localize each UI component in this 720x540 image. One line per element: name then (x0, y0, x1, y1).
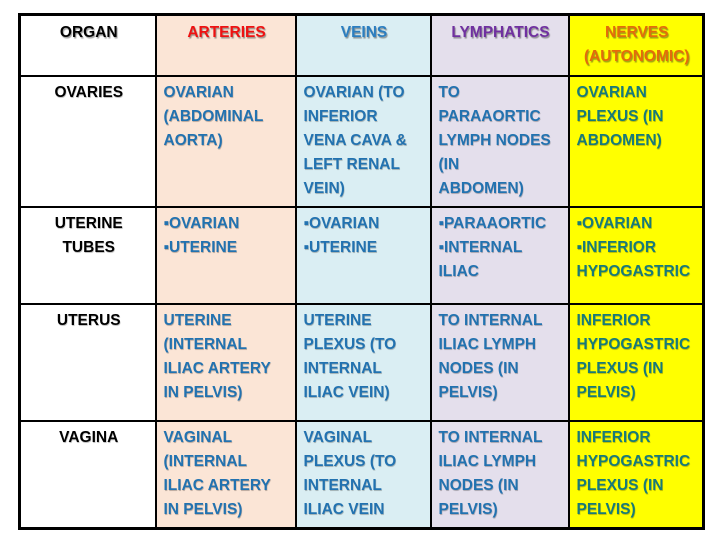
cell-uterine-tubes-lymphatics: ▪PARAAORTIC ▪INTERNAL ILIAC (429, 205, 570, 305)
cell-ovaries-veins: OVARIAN (TO INFERIOR VENA CAVA & LEFT RE… (294, 74, 432, 208)
header-cell-lymphatics: LYMPHATICS (429, 13, 570, 77)
header-row: ORGAN ARTERIES VEINS LYMPHATICS NERVES (… (18, 13, 705, 77)
table-row: OVARIES OVARIAN (ABDOMINAL AORTA) OVARIA… (18, 74, 705, 208)
cell-ovaries-nerves: OVARIAN PLEXUS (IN ABDOMEN) (567, 74, 705, 208)
cell-ovaries-arteries: OVARIAN (ABDOMINAL AORTA) (154, 74, 297, 208)
header-cell-nerves: NERVES (AUTONOMIC) (567, 13, 705, 77)
table-row: UTERINE TUBES ▪OVARIAN ▪UTERINE ▪OVARIAN… (18, 205, 705, 305)
table-row: UTERUS UTERINE (INTERNAL ILIAC ARTERY IN… (18, 302, 705, 422)
cell-uterus-nerves: INFERIOR HYPOGASTRIC PLEXUS (IN PELVIS) (567, 302, 705, 422)
cell-uterine-tubes-arteries: ▪OVARIAN ▪UTERINE (154, 205, 297, 305)
cell-uterus-lymphatics: TO INTERNAL ILIAC LYMPH NODES (IN PELVIS… (429, 302, 570, 422)
cell-uterine-tubes-organ: UTERINE TUBES (18, 205, 157, 305)
cell-uterus-veins: UTERINE PLEXUS (TO INTERNAL ILIAC VEIN) (294, 302, 432, 422)
header-cell-organ: ORGAN (18, 13, 157, 77)
cell-vagina-veins: VAGINAL PLEXUS (TO INTERNAL ILIAC VEIN (294, 419, 432, 530)
table-row: VAGINA VAGINAL (INTERNAL ILIAC ARTERY IN… (18, 419, 705, 530)
organ-vessels-table: ORGAN ARTERIES VEINS LYMPHATICS NERVES (… (18, 13, 705, 530)
cell-vagina-organ: VAGINA (18, 419, 157, 530)
cell-ovaries-organ: OVARIES (18, 74, 157, 208)
cell-vagina-nerves: INFERIOR HYPOGASTRIC PLEXUS (IN PELVIS) (567, 419, 705, 530)
cell-vagina-lymphatics: TO INTERNAL ILIAC LYMPH NODES (IN PELVIS… (429, 419, 570, 530)
header-cell-arteries: ARTERIES (154, 13, 297, 77)
cell-uterus-organ: UTERUS (18, 302, 157, 422)
cell-vagina-arteries: VAGINAL (INTERNAL ILIAC ARTERY IN PELVIS… (154, 419, 297, 530)
cell-uterine-tubes-veins: ▪OVARIAN ▪UTERINE (294, 205, 432, 305)
header-cell-veins: VEINS (294, 13, 432, 77)
cell-ovaries-lymphatics: TO PARAAORTIC LYMPH NODES (IN ABDOMEN) (429, 74, 570, 208)
cell-uterine-tubes-nerves: ▪OVARIAN ▪INFERIOR HYPOGASTRIC (567, 205, 705, 305)
cell-uterus-arteries: UTERINE (INTERNAL ILIAC ARTERY IN PELVIS… (154, 302, 297, 422)
